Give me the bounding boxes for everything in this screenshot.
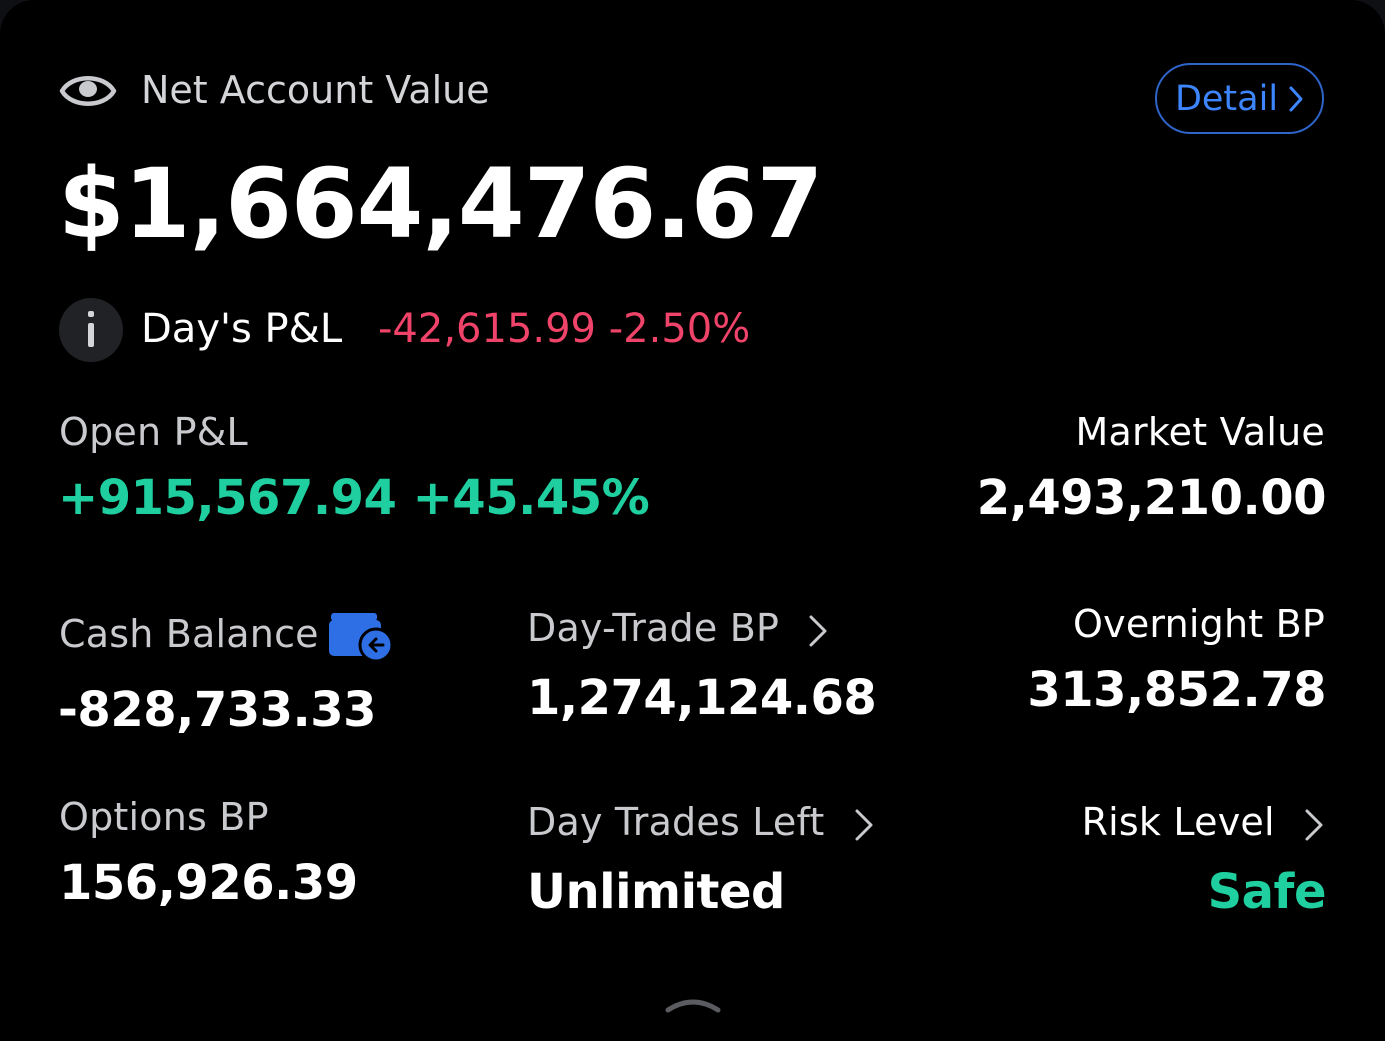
cash-balance-label: Cash Balance	[59, 612, 319, 656]
risk-level-link[interactable]: Risk Level	[1082, 800, 1325, 844]
open-pnl-label: Open P&L	[59, 410, 248, 454]
overnight-bp-label: Overnight BP	[1073, 602, 1325, 646]
net-account-value-label: Net Account Value	[141, 68, 490, 112]
day-trades-left-link[interactable]: Day Trades Left	[527, 800, 875, 844]
chevron-right-icon	[1305, 809, 1323, 840]
detail-button-label: Detail	[1174, 78, 1279, 119]
day-trade-bp-label: Day-Trade BP	[527, 606, 780, 650]
open-pnl-value: +915,567.94 +45.45%	[58, 470, 650, 526]
overnight-bp-value: 313,852.78	[1027, 662, 1326, 718]
day-trades-left-value: Unlimited	[527, 864, 785, 920]
options-bp-label: Options BP	[59, 795, 269, 839]
market-value-label: Market Value	[1075, 410, 1325, 454]
risk-level-label: Risk Level	[1081, 800, 1275, 844]
risk-level-value: Safe	[1207, 864, 1327, 920]
chevron-up-icon[interactable]	[664, 992, 722, 1016]
options-bp-value: 156,926.39	[59, 855, 358, 911]
chevron-right-icon	[809, 615, 827, 646]
detail-button[interactable]: Detail	[1155, 63, 1324, 134]
market-value-value: 2,493,210.00	[976, 470, 1327, 526]
day-trade-bp-value: 1,274,124.68	[527, 670, 877, 726]
chevron-right-icon	[1289, 86, 1303, 111]
eye-icon[interactable]	[58, 68, 118, 114]
chevron-right-icon	[855, 809, 873, 840]
days-pnl-label: Day's P&L	[141, 306, 343, 352]
net-account-value-amount: $1,664,476.67	[58, 148, 823, 260]
day-trade-bp-link[interactable]: Day-Trade BP	[527, 606, 829, 650]
cash-balance-value: -828,733.33	[58, 682, 377, 738]
day-trades-left-label: Day Trades Left	[527, 800, 825, 844]
days-pnl-value: -42,615.99 -2.50%	[378, 306, 751, 352]
info-icon[interactable]	[59, 298, 123, 362]
wallet-transfer-icon[interactable]	[329, 610, 395, 663]
